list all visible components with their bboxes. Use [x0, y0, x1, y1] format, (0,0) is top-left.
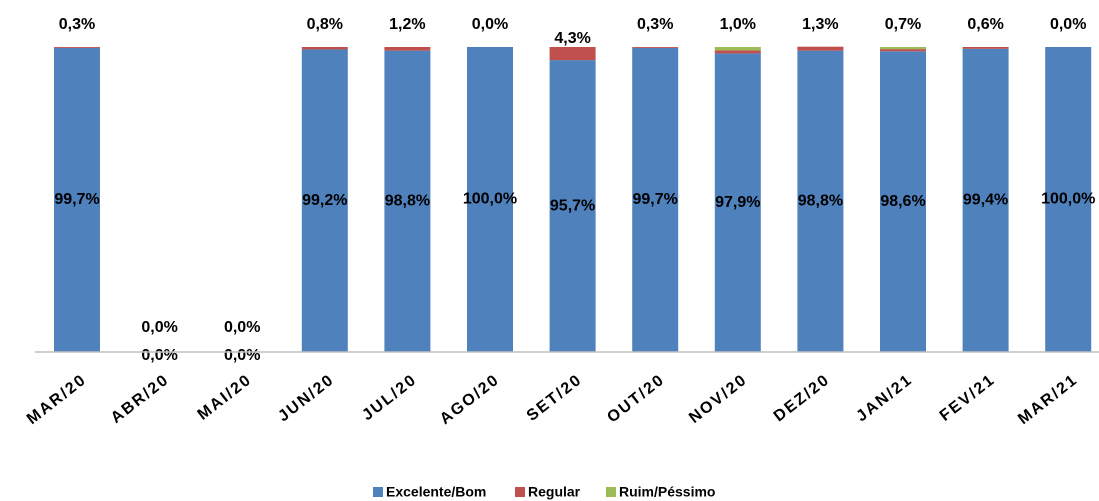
- data-label: 0,6%: [967, 16, 1003, 33]
- data-label: 0,8%: [307, 16, 343, 33]
- data-label: 1,0%: [720, 16, 756, 33]
- bar-segment: [632, 47, 679, 48]
- data-label: 0,0%: [224, 347, 260, 364]
- bar-segment: [54, 47, 100, 352]
- data-label: 0,7%: [885, 16, 921, 33]
- bar-segment: [54, 47, 100, 48]
- bar-segment: [880, 51, 926, 353]
- legend-label: Ruim/Péssimo: [619, 484, 715, 500]
- bar-segment: [714, 47, 761, 51]
- bar-segment: [384, 50, 431, 352]
- data-label: 0,0%: [472, 16, 508, 33]
- bar-segment: [962, 47, 1009, 49]
- bar-segment: [797, 46, 844, 51]
- data-label: 0,0%: [1050, 16, 1086, 33]
- data-label: 98,6%: [880, 193, 925, 210]
- bar-segment: [714, 50, 761, 54]
- bar-segment: [880, 49, 926, 52]
- bar-segment: [384, 47, 431, 51]
- data-label: 0,3%: [59, 16, 95, 33]
- data-label: 97,9%: [715, 194, 760, 211]
- data-label: 0,3%: [637, 16, 673, 33]
- bar-segment: [880, 47, 926, 50]
- bar-segment: [549, 47, 596, 61]
- bar-segment: [549, 60, 596, 353]
- bar-segment: [467, 47, 513, 352]
- bar-segment: [301, 47, 348, 50]
- data-label: 100,0%: [1041, 191, 1095, 208]
- bar-segment: [714, 53, 761, 352]
- bar-segment: [1045, 47, 1092, 352]
- data-label: 99,7%: [54, 191, 99, 208]
- data-label: 1,3%: [802, 16, 838, 33]
- legend-swatch: [373, 487, 383, 497]
- bar-segment: [301, 49, 348, 352]
- data-label: 99,7%: [633, 191, 678, 208]
- data-label: 95,7%: [550, 197, 595, 214]
- data-label: 1,2%: [389, 16, 425, 33]
- data-label: 0,0%: [141, 319, 177, 336]
- data-label: 98,8%: [385, 193, 430, 210]
- data-label: 100,0%: [463, 191, 517, 208]
- legend-swatch: [606, 487, 616, 497]
- legend-label: Excelente/Bom: [386, 484, 486, 500]
- data-label: 4,3%: [554, 30, 590, 47]
- data-label: 0,0%: [141, 347, 177, 364]
- bar-segment: [797, 50, 844, 352]
- bar-segment: [962, 48, 1009, 353]
- bar-segment: [632, 47, 679, 352]
- data-label: 0,0%: [224, 319, 260, 336]
- legend-label: Regular: [528, 484, 581, 500]
- legend-swatch: [515, 487, 525, 497]
- data-label: 99,4%: [963, 192, 1008, 209]
- data-label: 99,2%: [302, 192, 347, 209]
- data-label: 98,8%: [798, 193, 843, 210]
